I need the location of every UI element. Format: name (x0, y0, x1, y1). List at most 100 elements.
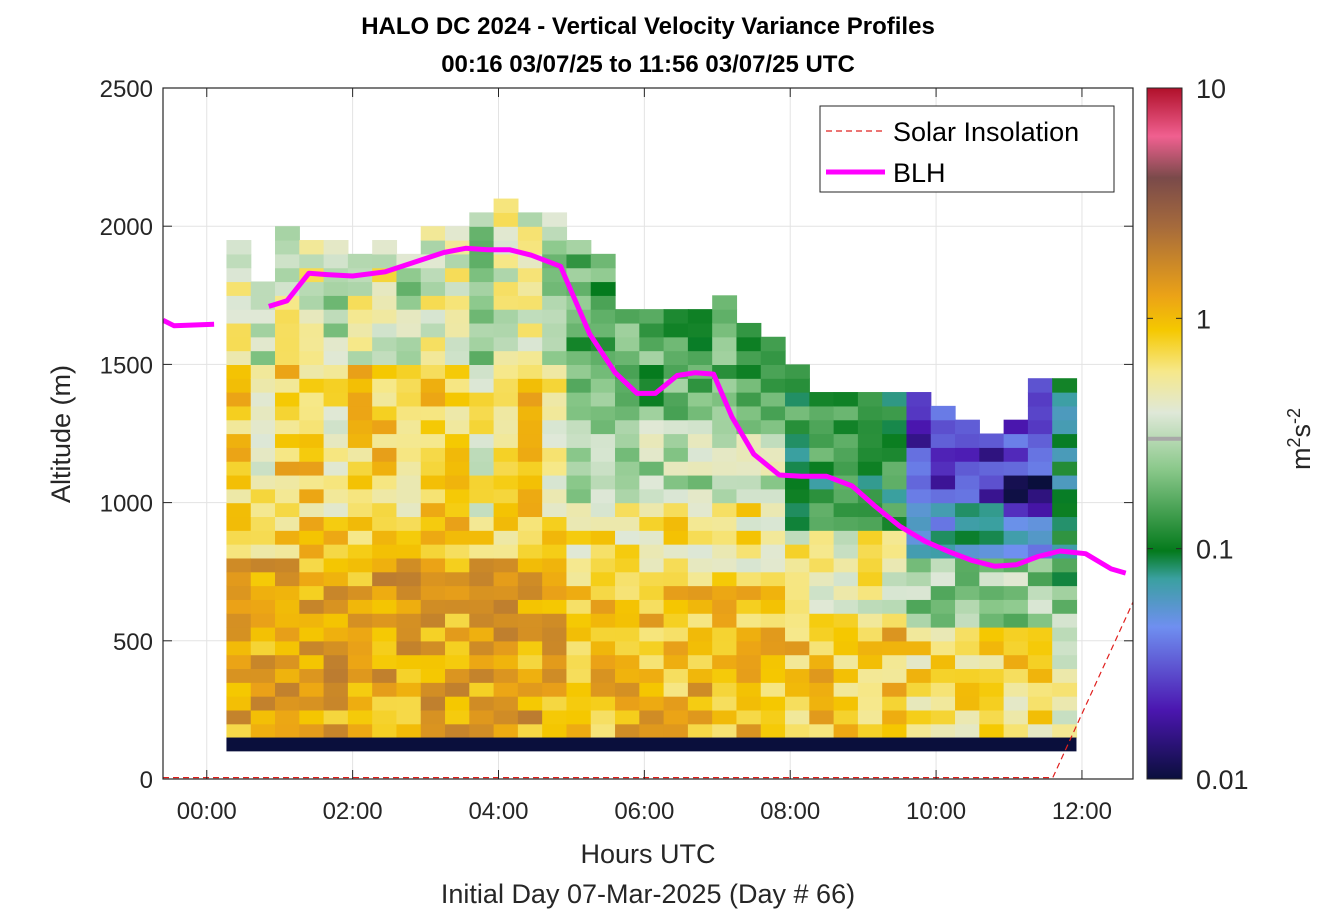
heatmap-cell (275, 709, 300, 725)
heatmap-cell (323, 447, 349, 462)
heatmap-cell (857, 654, 883, 670)
heatmap-cell (833, 433, 859, 448)
heatmap-cell (493, 253, 519, 269)
heatmap-cell (469, 696, 495, 711)
heatmap-cell (955, 516, 980, 531)
heatmap-cell (323, 571, 349, 587)
heatmap-cell (1003, 668, 1029, 683)
heatmap-cell (493, 613, 519, 628)
heatmap-cell (590, 516, 616, 531)
heatmap-cell (857, 419, 883, 435)
heatmap-cell (323, 626, 349, 642)
heatmap-cell (542, 640, 568, 656)
heatmap-cell (275, 336, 300, 352)
heatmap-cell (785, 447, 810, 462)
heatmap-cell (1027, 447, 1053, 462)
heatmap-cell (542, 488, 568, 504)
heatmap-cell (1003, 447, 1029, 462)
heatmap-cell (299, 433, 325, 448)
heatmap-cell (420, 364, 446, 379)
heatmap-cell (882, 447, 908, 462)
heatmap-cell (566, 240, 592, 255)
heatmap-cell (955, 599, 980, 614)
heatmap-cell (420, 322, 446, 338)
heatmap-cell (1003, 502, 1029, 518)
heatmap-cell (347, 405, 373, 421)
heatmap-cell (712, 668, 738, 683)
heatmap-cell (299, 419, 325, 435)
heatmap-cell (955, 461, 980, 476)
heatmap-cell (833, 682, 859, 697)
x-tick-label: 04:00 (468, 798, 528, 825)
heatmap-cell (566, 516, 592, 531)
heatmap-cell (687, 668, 713, 683)
heatmap-cell (517, 474, 543, 490)
heatmap-cell (809, 419, 835, 435)
heatmap-cell (663, 530, 689, 545)
heatmap-cell (857, 613, 883, 628)
heatmap-cell (1027, 654, 1053, 670)
heatmap-cell (906, 654, 932, 670)
heatmap-cell (833, 516, 859, 531)
heatmap-cell (250, 723, 276, 739)
x-tick-label: 02:00 (323, 798, 383, 825)
heatmap-cell (250, 474, 276, 490)
heatmap-cell (615, 474, 640, 490)
heatmap-cell (1027, 626, 1053, 642)
heatmap-cell (687, 488, 713, 504)
heatmap-cell (712, 571, 738, 587)
heatmap-cell (517, 364, 543, 379)
heatmap-cell (542, 226, 568, 241)
heatmap-cell (979, 599, 1005, 614)
heatmap-cell (372, 461, 398, 476)
heatmap-cell (955, 640, 980, 656)
heatmap-cell (445, 571, 470, 587)
heatmap-cell (445, 253, 470, 269)
heatmap-cell (226, 405, 252, 421)
heatmap-cell (372, 585, 398, 600)
heatmap-cell (396, 392, 422, 407)
heatmap-cell (517, 378, 543, 393)
heatmap-cell (930, 405, 956, 421)
heatmap-cell (687, 461, 713, 476)
heatmap-cell (857, 585, 883, 600)
heatmap-cell (396, 516, 422, 531)
heatmap-cell (955, 696, 980, 711)
heatmap-cell (445, 474, 470, 490)
heatmap-cell (687, 447, 713, 462)
heatmap-cell (347, 668, 373, 683)
heatmap-cell (542, 309, 568, 324)
heatmap-cell (347, 364, 373, 379)
heatmap-cell (517, 350, 543, 365)
heatmap-cell (882, 682, 908, 697)
heatmap-cell (712, 433, 738, 448)
heatmap-cell (469, 640, 495, 656)
heatmap-cell (469, 599, 495, 614)
heatmap-cell (275, 640, 300, 656)
heatmap-cell (420, 585, 446, 600)
heatmap-cell (882, 696, 908, 711)
heatmap-cell (736, 696, 762, 711)
heatmap-cell (833, 668, 859, 683)
heatmap-cell (955, 626, 980, 642)
heatmap-cell (469, 571, 495, 587)
heatmap-cell (590, 723, 616, 739)
heatmap-cell (760, 419, 786, 435)
heatmap-cell (396, 613, 422, 628)
heatmap-cell (372, 640, 398, 656)
heatmap-cell (930, 585, 956, 600)
heatmap-cell (323, 502, 349, 518)
heatmap-cell (372, 613, 398, 628)
heatmap-cell (566, 682, 592, 697)
heatmap-cell (250, 530, 276, 545)
heatmap-cell (687, 585, 713, 600)
heatmap-cell (347, 530, 373, 545)
heatmap-cell (736, 336, 762, 352)
heatmap-cell (639, 682, 665, 697)
heatmap-cell (930, 557, 956, 573)
heatmap-cell (323, 240, 349, 255)
heatmap-cell (833, 599, 859, 614)
heatmap-cell (785, 557, 810, 573)
heatmap-cell (396, 571, 422, 587)
